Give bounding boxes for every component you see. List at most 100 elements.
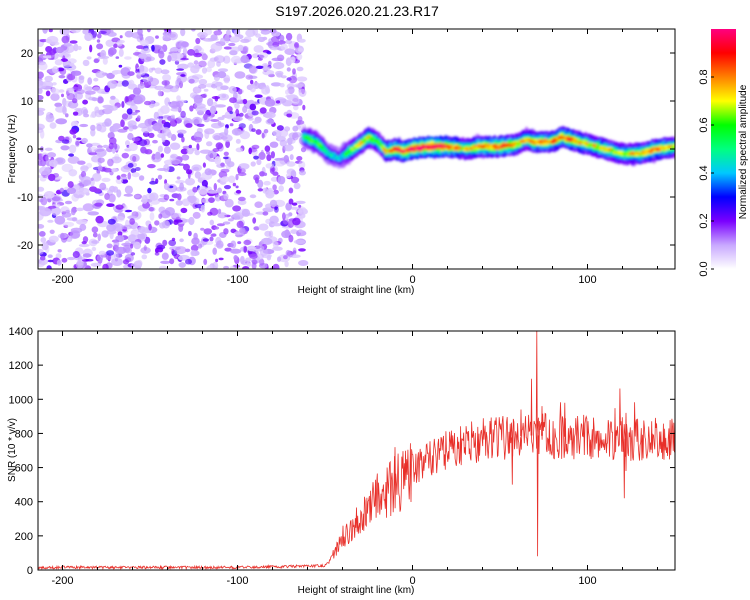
heatmap-noise-cell [197, 185, 209, 195]
heatmap-noise-cell [96, 39, 101, 43]
heatmap-noise-cell [90, 124, 96, 131]
heatmap-noise-cell [170, 114, 175, 119]
heatmap-noise-cell [277, 175, 286, 185]
y-tick-label: 10 [21, 96, 33, 108]
heatmap-noise-cell [46, 265, 52, 269]
heatmap-noise-cell [285, 173, 292, 179]
heatmap-noise-cell [228, 42, 236, 47]
heatmap-noise-cell [131, 172, 140, 178]
heatmap-noise-cell [203, 258, 208, 265]
heatmap-noise-cell [220, 85, 229, 90]
heatmap-noise-cell [209, 153, 214, 159]
heatmap-noise-cell [183, 163, 190, 171]
heatmap-noise-cell [38, 94, 44, 101]
heatmap-noise-cell [203, 113, 208, 121]
heatmap-noise-cell [205, 66, 212, 73]
heatmap-noise-cell [263, 111, 276, 119]
heatmap-noise-cell [39, 177, 47, 182]
colorbar-tick-label: 0.6 [698, 117, 710, 132]
heatmap-noise-cell [186, 169, 193, 175]
heatmap-noise-cell [66, 93, 76, 101]
heatmap-noise-cell [248, 147, 252, 155]
heatmap-noise-cell [253, 45, 264, 53]
heatmap-noise-cell [125, 140, 130, 147]
heatmap-noise-cell [72, 98, 78, 104]
heatmap-noise-cell [266, 236, 278, 244]
heatmap-noise-cell [233, 254, 238, 261]
heatmap-noise-cell [40, 196, 48, 206]
heatmap-noise-cell [254, 94, 263, 98]
heatmap-noise-cell [81, 241, 87, 245]
heatmap-noise-cell [107, 218, 116, 225]
heatmap-noise-cell [148, 223, 152, 231]
heatmap-noise-cell [256, 159, 262, 166]
heatmap-noise-cell [274, 206, 279, 213]
heatmap-noise-cell [58, 52, 70, 58]
heatmap-noise-cell [275, 70, 284, 76]
heatmap-noise-cell [196, 123, 205, 128]
heatmap-noise-cell [226, 161, 235, 168]
heatmap-noise-cell [74, 139, 80, 148]
heatmap-noise-cell [114, 143, 118, 150]
heatmap-noise-cell [102, 57, 108, 65]
heatmap-noise-cell [170, 107, 181, 112]
heatmap-noise-cell [40, 129, 45, 139]
heatmap-noise-cell [269, 141, 279, 148]
heatmap-noise-cell [261, 253, 272, 259]
heatmap-noise-cell [263, 172, 268, 176]
heatmap-noise-cell [97, 165, 103, 171]
heatmap-noise-cell [213, 30, 223, 36]
heatmap-noise-cell [117, 231, 123, 237]
heatmap-noise-cell [251, 259, 258, 265]
heatmap-noise-cell [234, 103, 240, 109]
heatmap-noise-cell [111, 168, 118, 173]
heatmap-noise-cell [157, 90, 163, 97]
heatmap-noise-cell [223, 228, 229, 235]
heatmap-noise-cell [91, 240, 100, 244]
heatmap-noise-cell [79, 123, 89, 128]
heatmap-noise-cell [161, 80, 170, 86]
heatmap-noise-cell [246, 245, 257, 252]
heatmap-noise-cell [124, 185, 133, 195]
spectrogram-signal-ridge [299, 125, 675, 170]
heatmap-noise-cell [287, 137, 293, 146]
heatmap-noise-cell [298, 48, 304, 52]
heatmap-noise-cell [253, 226, 260, 231]
heatmap-noise-cell [134, 109, 141, 113]
heatmap-noise-cell [127, 71, 135, 76]
heatmap-noise-cell [217, 116, 225, 121]
heatmap-noise-cell [246, 260, 252, 267]
heatmap-noise-cell [67, 156, 80, 164]
spectrogram-noise-cells [38, 29, 309, 269]
heatmap-noise-cell [208, 197, 215, 204]
heatmap-noise-cell [295, 200, 306, 204]
heatmap-noise-cell [181, 41, 189, 48]
heatmap-noise-cell [292, 247, 297, 256]
heatmap-noise-cell [92, 86, 101, 93]
heatmap-noise-cell [220, 176, 230, 183]
heatmap-noise-cell [58, 135, 65, 142]
heatmap-noise-cell [164, 207, 175, 216]
heatmap-noise-cell [131, 137, 141, 142]
heatmap-noise-cell [75, 89, 85, 95]
heatmap-noise-cell [289, 254, 301, 258]
heatmap-noise-cell [265, 163, 275, 169]
heatmap-noise-cell [134, 167, 141, 171]
heatmap-noise-cell [261, 132, 265, 139]
heatmap-noise-cell [128, 79, 135, 88]
heatmap-noise-cell [55, 46, 64, 54]
heatmap-noise-cell [162, 239, 168, 247]
heatmap-noise-cell [90, 262, 102, 267]
heatmap-noise-cell [89, 146, 98, 151]
heatmap-noise-cell [296, 66, 304, 72]
heatmap-noise-cell [281, 230, 291, 239]
heatmap-noise-cell [264, 145, 271, 152]
heatmap-noise-cell [235, 108, 240, 117]
heatmap-noise-cell [83, 84, 89, 93]
heatmap-noise-cell [163, 194, 170, 201]
heatmap-noise-cell [75, 260, 84, 269]
heatmap-noise-cell [224, 34, 230, 44]
heatmap-noise-cell [269, 199, 278, 208]
heatmap-noise-cell [235, 173, 239, 181]
